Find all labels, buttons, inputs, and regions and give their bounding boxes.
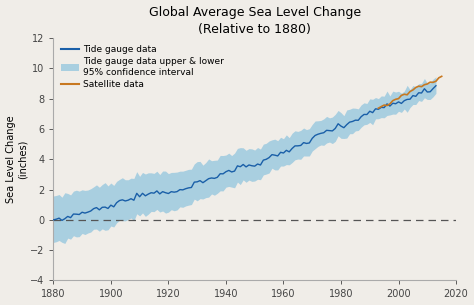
Title: Global Average Sea Level Change
(Relative to 1880): Global Average Sea Level Change (Relativ… — [149, 5, 361, 36]
Legend: Tide gauge data, Tide gauge data upper & lower
95% confidence interval, Satellit: Tide gauge data, Tide gauge data upper &… — [57, 42, 228, 93]
Y-axis label: Sea Level Change
(inches): Sea Level Change (inches) — [6, 116, 27, 203]
